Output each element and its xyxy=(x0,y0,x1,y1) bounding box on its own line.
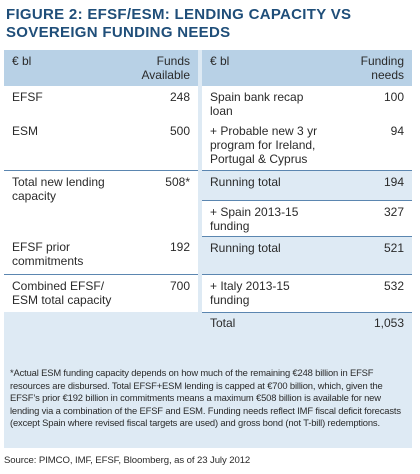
left-row-value: 508* xyxy=(126,169,198,236)
right-row-value: 1,053 xyxy=(332,311,412,332)
right-row-label: Running total xyxy=(202,170,332,200)
right-row-label: + Probable new 3 yr program for Ireland,… xyxy=(202,120,332,171)
source-line: Source: PIMCO, IMF, EFSF, Bloomberg, as … xyxy=(4,455,251,466)
right-header-label: € bl xyxy=(202,50,332,86)
left-header-value: Funds Available xyxy=(126,50,198,86)
right-row-value: 194 xyxy=(332,170,412,200)
left-row-value: 248 xyxy=(126,86,198,120)
right-row-label: Total xyxy=(202,311,332,332)
right-row-value: 94 xyxy=(332,120,412,171)
right-row-label: Running total xyxy=(202,235,332,274)
right-row-value: 327 xyxy=(332,199,412,236)
left-row-value: 192 xyxy=(126,236,198,274)
lending-capacity-table: € bl Funds Available € bl Funding needs … xyxy=(4,50,412,332)
left-row-value: 500 xyxy=(126,120,198,170)
right-row-value: 521 xyxy=(332,235,412,274)
left-row-label: ESM xyxy=(4,120,126,170)
right-row-value: 100 xyxy=(332,86,412,120)
left-header-label: € bl xyxy=(4,50,126,86)
right-header-value: Funding needs xyxy=(332,50,412,86)
left-row-label: EFSF xyxy=(4,86,126,120)
right-row-label: + Spain 2013-15 funding xyxy=(202,199,332,236)
right-row-label: + Italy 2013-15 funding xyxy=(202,273,332,312)
left-row-label: EFSF prior commitments xyxy=(4,236,126,274)
figure-title: FIGURE 2: EFSF/ESM: LENDING CAPACITY VS … xyxy=(6,6,352,41)
right-row-value: 532 xyxy=(332,273,412,312)
right-row-label: Spain bank recap loan xyxy=(202,86,332,120)
footnote: *Actual ESM funding capacity depends on … xyxy=(10,367,401,429)
left-row-label: Total new lending capacity xyxy=(4,169,126,236)
left-row-label: Combined EFSF/ ESM total capacity xyxy=(4,273,126,312)
left-row-value: 700 xyxy=(126,273,198,312)
